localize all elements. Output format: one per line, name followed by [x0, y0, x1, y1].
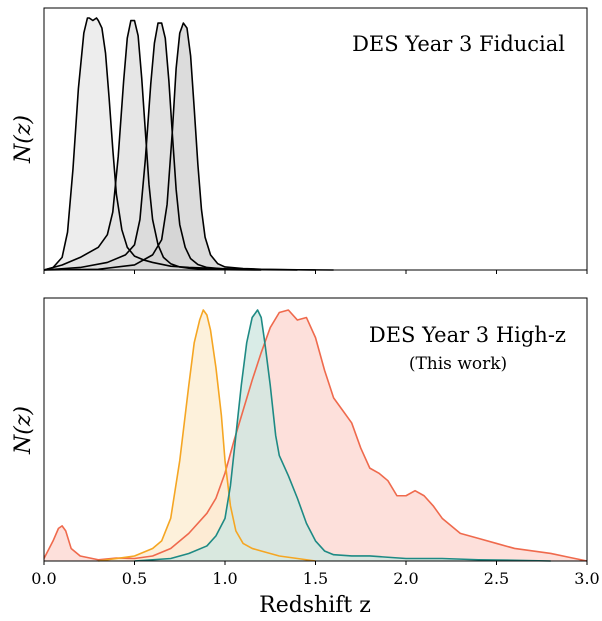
top-xticks — [43, 270, 588, 274]
x-tick-label: 0.0 — [31, 569, 56, 588]
top-series-4-area — [44, 23, 334, 270]
bottom-y-axis-label: N(z) — [11, 406, 36, 455]
top-series-group — [43, 17, 334, 271]
bottom-panel-title: DES Year 3 High-z — [369, 323, 566, 347]
top-series-1-area — [44, 18, 316, 270]
top-panel: DES Year 3 Fiducial N(z) — [11, 7, 588, 274]
bottom-series-3-area — [134, 310, 551, 561]
x-tick-label: 0.5 — [122, 569, 147, 588]
bottom-panel: 0.0 0.5 1.0 1.5 2.0 2.5 3.0 DES Year 3 High-z … — [11, 297, 600, 618]
top-series-3-line — [43, 22, 298, 271]
top-panel-title: DES Year 3 Fiducial — [352, 32, 565, 56]
top-series-4-line — [43, 22, 334, 271]
bottom-series-2-area — [98, 310, 316, 561]
bottom-series-1-area — [44, 310, 587, 561]
x-tick-label: 2.5 — [484, 569, 509, 588]
top-series-1-line — [43, 17, 316, 271]
x-tick-label: 3.0 — [574, 569, 599, 588]
bottom-panel-subtitle: (This work) — [409, 354, 507, 374]
x-tick-label: 1.0 — [212, 569, 237, 588]
top-y-axis-label: N(z) — [11, 115, 36, 164]
x-tick-label: 2.0 — [393, 569, 418, 588]
bottom-series-2-line — [98, 309, 316, 562]
top-series-2-line — [43, 19, 262, 271]
bottom-series-3-line — [134, 309, 551, 562]
bottom-series-group — [43, 309, 588, 562]
x-tick-label: 1.5 — [303, 569, 328, 588]
x-axis-label: Redshift z — [259, 593, 371, 618]
bottom-xticks: 0.0 0.5 1.0 1.5 2.0 2.5 3.0 — [31, 561, 600, 588]
